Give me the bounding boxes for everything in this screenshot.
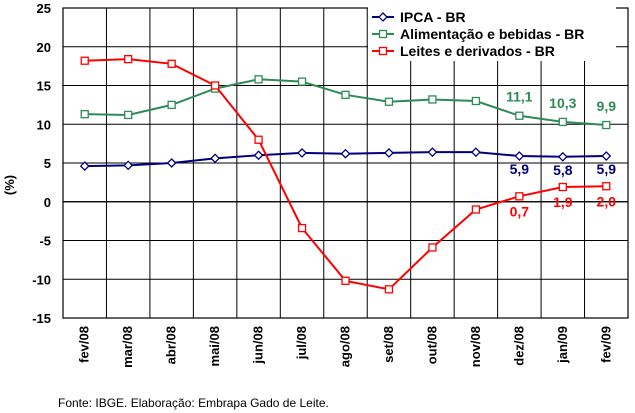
data-label: 5,9 — [510, 161, 530, 177]
data-point — [210, 153, 221, 164]
x-tick-label: fev/09 — [598, 326, 613, 363]
data-point — [341, 276, 350, 285]
x-tick-label: abr/08 — [164, 326, 179, 364]
data-point — [297, 77, 307, 86]
data-point — [253, 150, 264, 161]
data-label: 11,1 — [506, 89, 533, 105]
data-point — [558, 182, 567, 192]
x-tick-label: jun/08 — [251, 326, 266, 365]
data-point — [80, 110, 89, 119]
x-tick-label: mar/08 — [120, 326, 135, 368]
data-label: 0,7 — [510, 203, 530, 219]
y-tick-label: 20 — [37, 40, 51, 55]
data-point — [428, 95, 437, 104]
x-tick-label: jul/08 — [294, 326, 309, 360]
x-tick-label: set/08 — [381, 326, 396, 363]
data-point — [378, 46, 388, 56]
data-point — [515, 192, 524, 201]
data-point — [384, 97, 394, 106]
y-tick-label: -10 — [32, 272, 51, 287]
data-labels: 5,9 5,8 5,9 11,1 10,3 9,9 0,7 1,9 2,0 — [506, 89, 616, 220]
data-point — [123, 160, 134, 171]
data-label: 2,0 — [597, 193, 617, 209]
x-tick-label: ago/08 — [338, 326, 353, 367]
data-point — [470, 147, 481, 158]
data-label: 5,8 — [553, 162, 573, 178]
x-tick-label: fev/08 — [77, 326, 92, 363]
data-point — [124, 55, 133, 64]
data-point — [515, 111, 524, 120]
data-point — [514, 151, 525, 161]
legend-entry-label: Alimentação e bebidas - BR — [400, 26, 584, 42]
x-tick-label: mai/08 — [207, 326, 222, 366]
data-point — [427, 147, 438, 158]
data-point — [341, 90, 350, 99]
data-point — [210, 81, 220, 90]
data-point — [471, 96, 481, 106]
data-point — [297, 223, 307, 233]
y-tick-label: 25 — [37, 1, 51, 16]
data-label: 9,9 — [597, 98, 617, 114]
data-point — [602, 182, 611, 191]
data-point — [601, 151, 612, 161]
y-tick-label: 10 — [37, 117, 51, 132]
data-point — [79, 161, 90, 172]
y-tick-label: -5 — [39, 234, 51, 249]
data-point — [167, 100, 176, 110]
plot-frame — [62, 7, 629, 319]
data-point — [297, 148, 307, 158]
axes — [62, 7, 629, 319]
data-point — [254, 135, 263, 144]
data-point — [340, 148, 351, 159]
data-point — [384, 148, 394, 158]
data-label: 1,9 — [553, 194, 573, 210]
data-point — [602, 120, 611, 130]
data-point — [384, 285, 394, 294]
legend-entry-label: Leites e derivados - BR — [400, 43, 555, 59]
data-point — [558, 117, 567, 127]
legend-box — [368, 7, 616, 61]
x-tick-label: jan/09 — [555, 326, 570, 364]
legend-entry-label: IPCA - BR — [400, 9, 466, 25]
source-note: Fonte: IBGE. Elaboração: Embrapa Gado de… — [58, 396, 329, 410]
data-point — [254, 75, 263, 84]
data-point — [428, 243, 437, 252]
data-point — [378, 12, 388, 22]
y-tick-label: -15 — [32, 311, 51, 326]
data-label: 10,3 — [549, 95, 576, 111]
y-tick-label: 15 — [37, 79, 51, 94]
data-point — [124, 110, 133, 120]
data-point — [80, 56, 89, 65]
data-point — [166, 158, 177, 168]
y-tick-label: 0 — [44, 195, 51, 210]
x-tick-label: nov/08 — [468, 326, 483, 367]
y-axis-label: (%) — [2, 175, 17, 195]
data-point — [557, 151, 568, 162]
series-lines — [79, 55, 612, 294]
x-tick-label: dez/08 — [511, 326, 526, 366]
x-tick-label: out/08 — [424, 326, 439, 364]
data-label: 5,9 — [597, 161, 617, 177]
data-point — [167, 59, 176, 68]
data-point — [471, 205, 481, 214]
data-point — [378, 29, 388, 39]
y-tick-label: 5 — [44, 156, 51, 171]
tick-labels: -15 -10 -5 0 5 10 15 20 25 fev/08 mar/08 abr/08 mai/… — [32, 1, 613, 368]
